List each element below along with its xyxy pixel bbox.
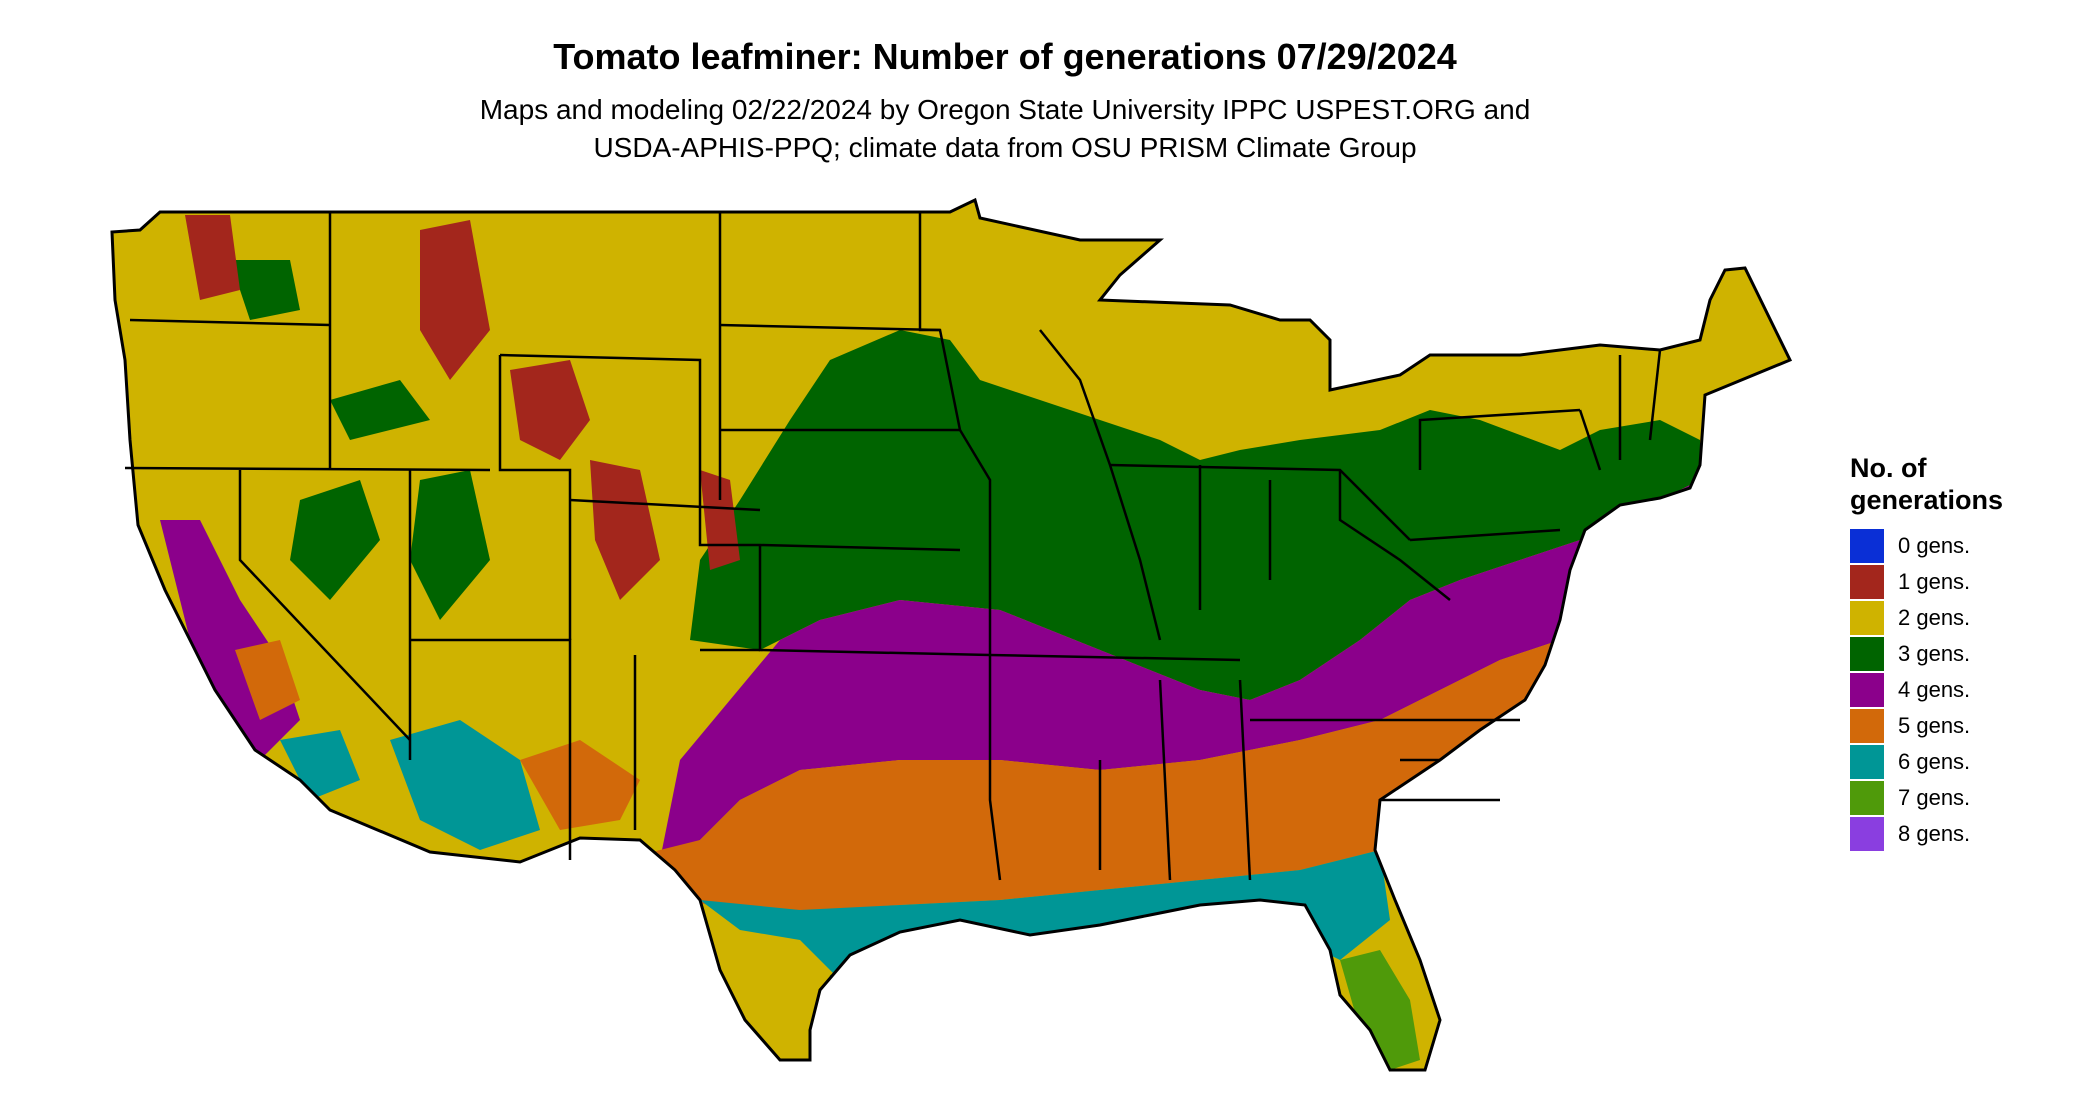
legend-swatch [1850, 817, 1884, 851]
state-borders [124, 212, 1662, 881]
legend-title: No. of generations [1850, 452, 2003, 516]
region-3gens-belt [690, 330, 1700, 700]
legend-item-5-gens: 5 gens. [1850, 708, 2003, 744]
map-subtitle-line2: USDA-APHIS-PPQ; climate data from OSU PR… [593, 132, 1417, 163]
legend-label: 4 gens. [1898, 677, 1971, 702]
map-subtitle-line1: Maps and modeling 02/22/2024 by Oregon S… [479, 94, 1531, 125]
legend-item-1-gens: 1 gens. [1850, 564, 2003, 600]
region-6gens-desert [280, 720, 540, 850]
region-7gens-florida [1340, 950, 1420, 1070]
legend-swatch [1850, 601, 1884, 635]
legend-label: 3 gens. [1898, 641, 1971, 666]
legend-item-8-gens: 8 gens. [1850, 816, 2003, 852]
region-5gens-southwest [235, 640, 640, 830]
map-legend: No. of generations 0 gens. 1 gens. 2 gen… [1850, 452, 2003, 852]
legend-title-line2: generations [1850, 485, 2004, 515]
legend-label: 6 gens. [1898, 749, 1971, 774]
legend-swatch [1850, 673, 1884, 707]
legend-swatch [1850, 565, 1884, 599]
legend-swatch [1850, 529, 1884, 563]
legend-item-0-gens: 0 gens. [1850, 528, 2003, 564]
legend-label: 8 gens. [1898, 821, 1971, 846]
legend-item-4-gens: 4 gens. [1850, 672, 2003, 708]
legend-swatch [1850, 745, 1884, 779]
legend-label: 1 gens. [1898, 569, 1971, 594]
legend-label: 5 gens. [1898, 713, 1971, 738]
us-generations-map [110, 197, 1793, 1072]
legend-label: 7 gens. [1898, 785, 1971, 810]
legend-swatch [1850, 637, 1884, 671]
region-3gens-west [230, 260, 490, 620]
legend-item-7-gens: 7 gens. [1850, 780, 2003, 816]
legend-label: 2 gens. [1898, 605, 1971, 630]
region-4gens-south [660, 480, 1700, 860]
legend-swatch [1850, 781, 1884, 815]
legend-title-line1: No. of [1850, 453, 1927, 483]
legend-swatch [1850, 709, 1884, 743]
legend-item-3-gens: 3 gens. [1850, 636, 2003, 672]
legend-label: 0 gens. [1898, 533, 1971, 558]
country-outline [110, 197, 1793, 1072]
region-1gen-mountains [185, 215, 740, 600]
legend-item-2-gens: 2 gens. [1850, 600, 2003, 636]
legend-item-6-gens: 6 gens. [1850, 744, 2003, 780]
region-5gens-south [620, 640, 1560, 910]
map-title: Tomato leafminer: Number of generations … [553, 36, 1457, 77]
